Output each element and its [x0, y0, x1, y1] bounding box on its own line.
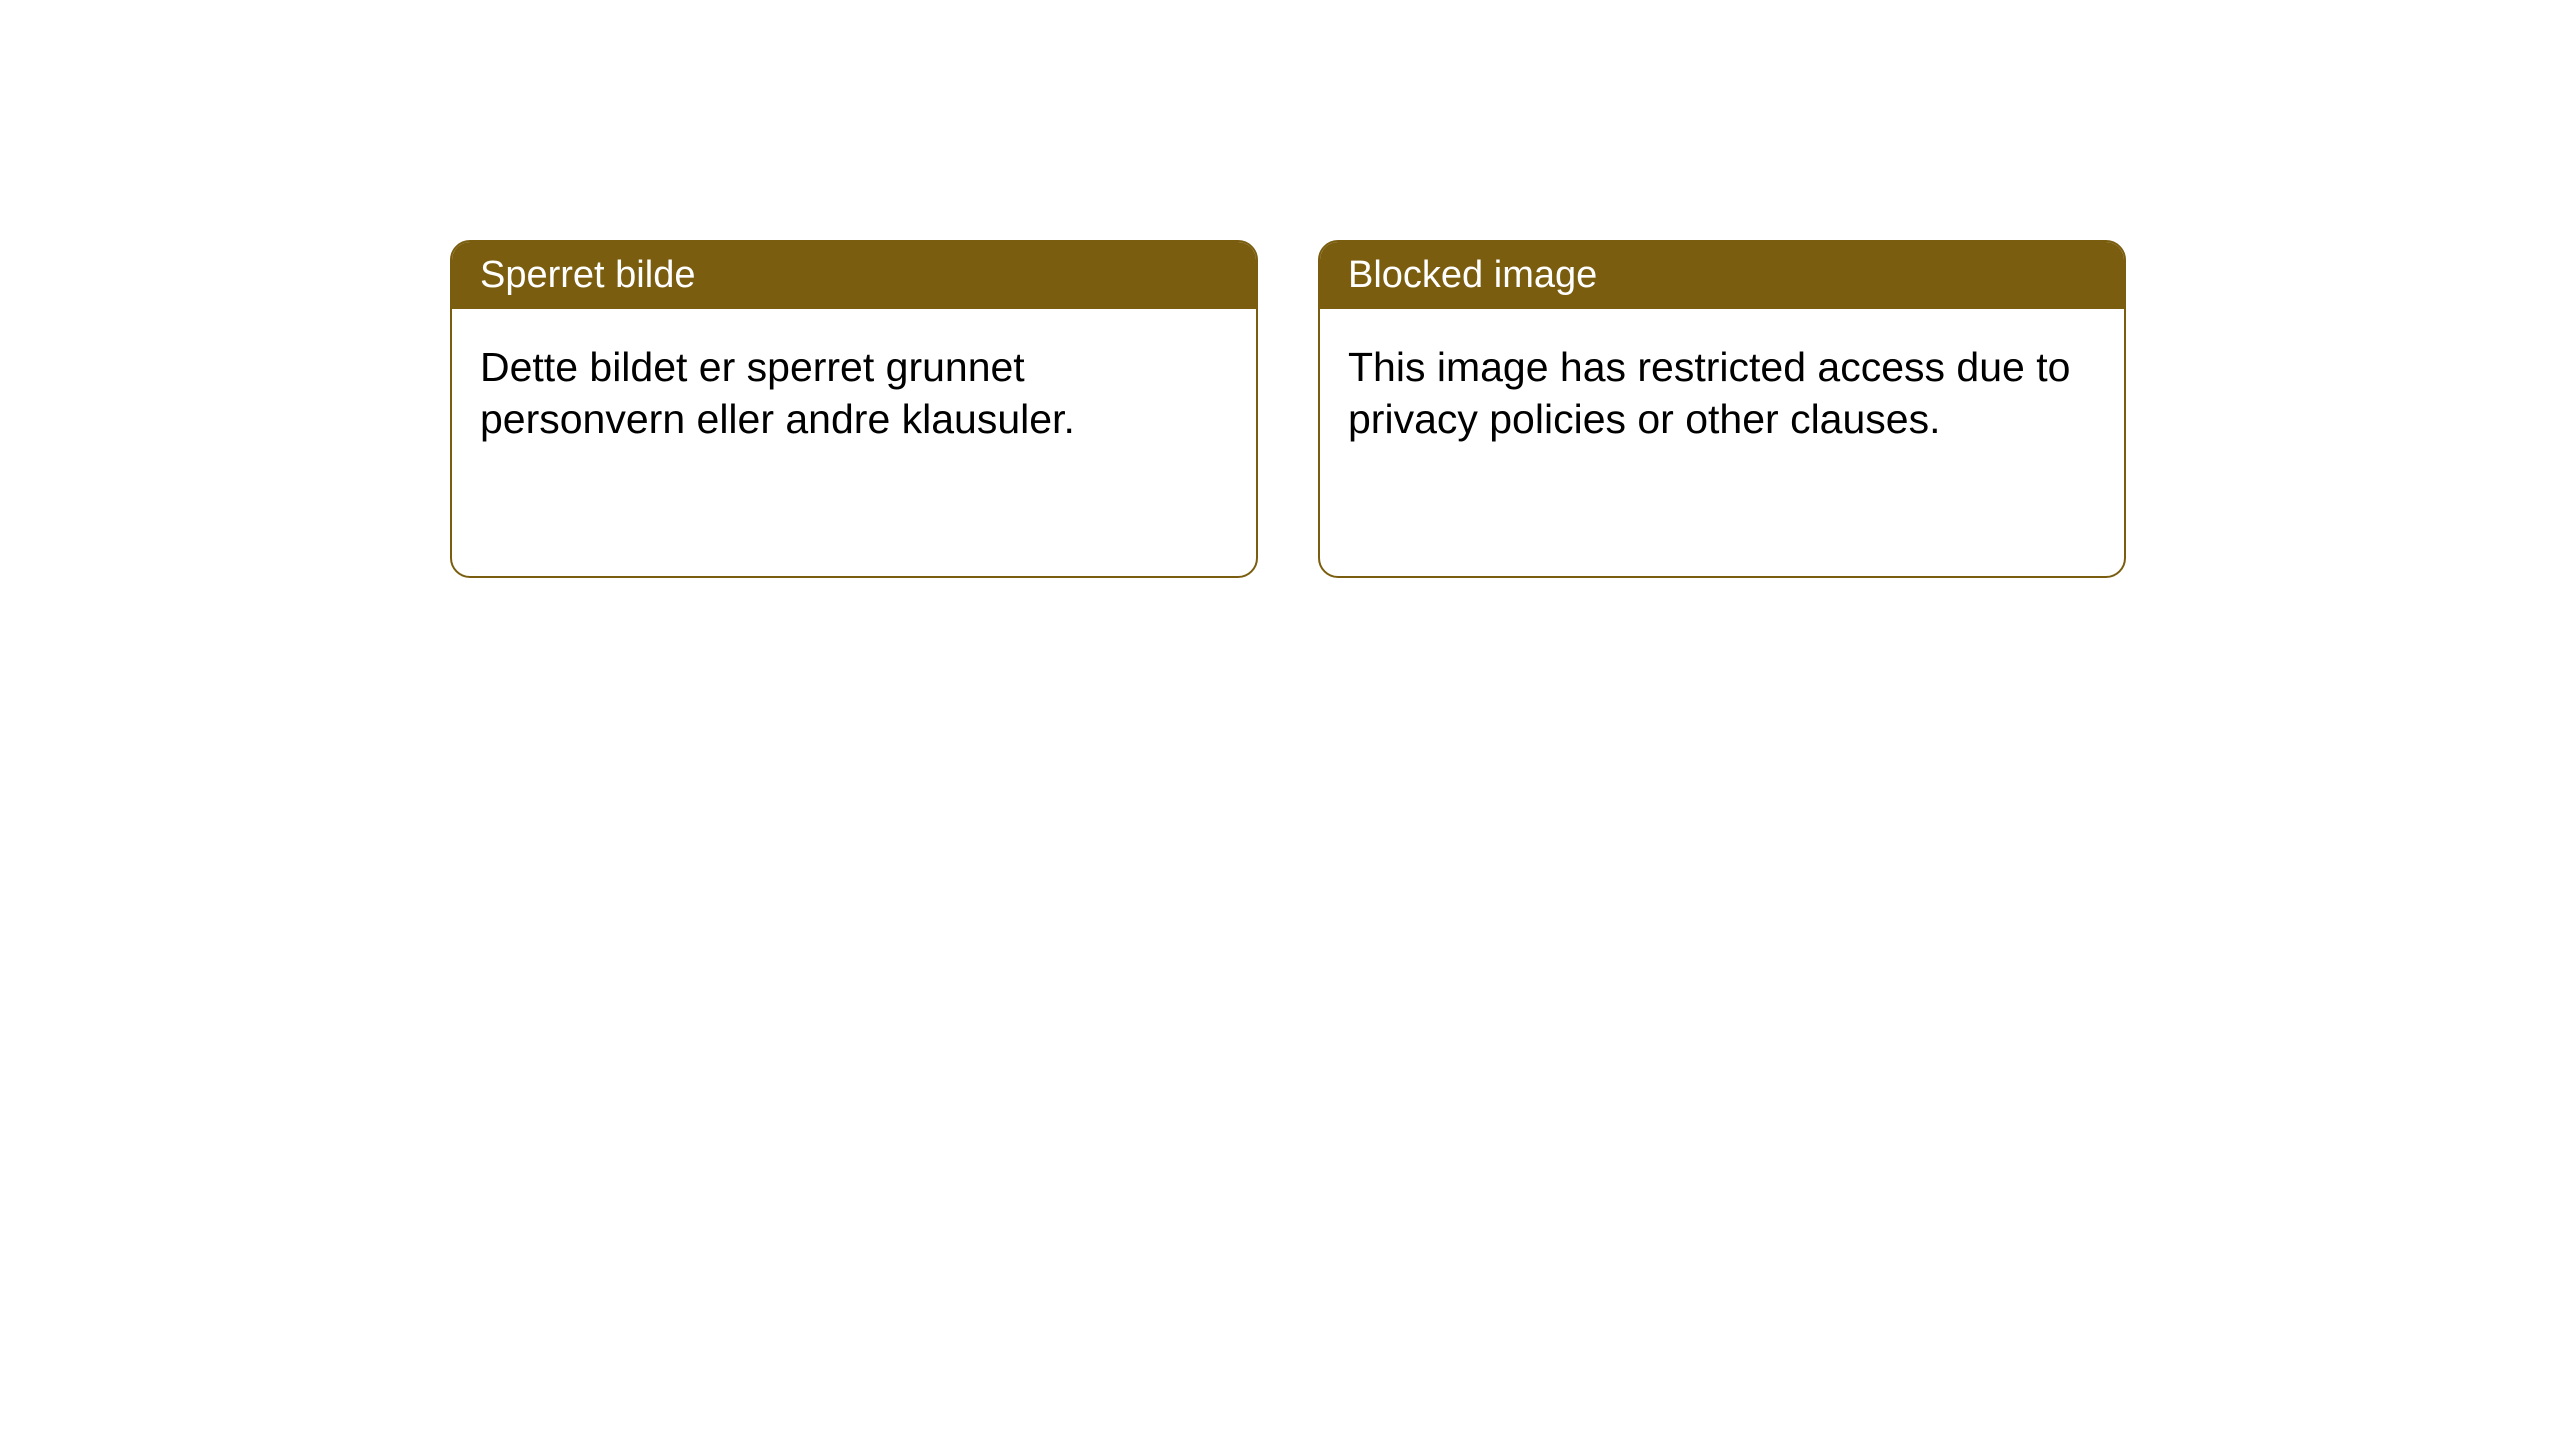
card-message: This image has restricted access due to … [1348, 344, 2070, 442]
card-message: Dette bildet er sperret grunnet personve… [480, 344, 1075, 442]
notice-container: Sperret bilde Dette bildet er sperret gr… [0, 0, 2560, 578]
card-body-english: This image has restricted access due to … [1320, 309, 2124, 478]
card-header-norwegian: Sperret bilde [452, 242, 1256, 309]
card-header-english: Blocked image [1320, 242, 2124, 309]
card-body-norwegian: Dette bildet er sperret grunnet personve… [452, 309, 1256, 478]
blocked-image-card-english: Blocked image This image has restricted … [1318, 240, 2126, 578]
card-title: Blocked image [1348, 254, 1597, 296]
blocked-image-card-norwegian: Sperret bilde Dette bildet er sperret gr… [450, 240, 1258, 578]
card-title: Sperret bilde [480, 254, 695, 296]
